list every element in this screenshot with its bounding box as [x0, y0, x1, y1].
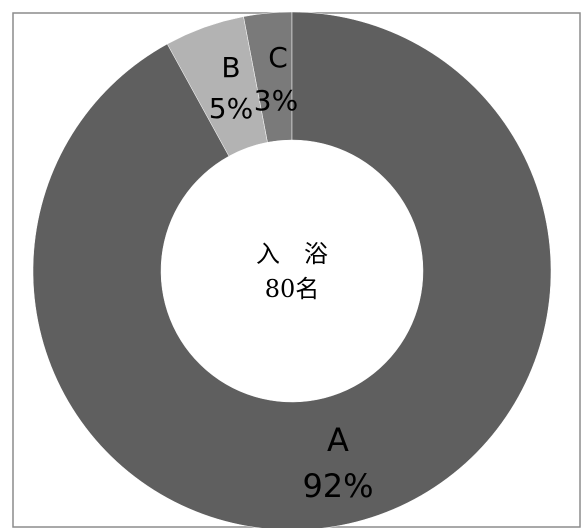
slice-label-c: C [268, 41, 288, 74]
slice-labels-group: C 3% B 5% A 92% [209, 41, 374, 505]
slices-group [32, 11, 552, 528]
slice-value-b: 5% [209, 92, 253, 125]
center-label-line2: 80名 [265, 275, 320, 303]
slice-a [32, 11, 552, 528]
center-label-line1: 入 浴 [256, 240, 328, 268]
slice-label-a: A [327, 421, 349, 459]
slice-label-b: B [221, 51, 240, 84]
slice-value-c: 3% [254, 84, 298, 117]
slice-b [166, 16, 268, 157]
slice-value-a: 92% [302, 467, 373, 505]
